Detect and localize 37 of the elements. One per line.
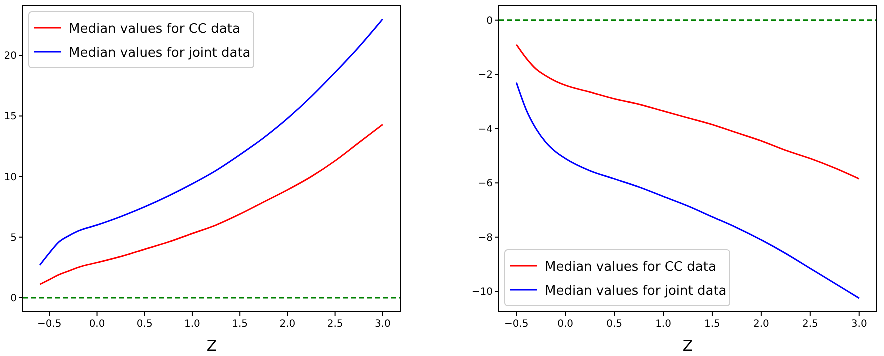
y-tick-label: −10 [472, 287, 493, 298]
y-tick-label: −2 [478, 70, 493, 82]
line-series [39, 18, 384, 266]
legend-label: Median values for CC data [545, 260, 716, 275]
x-tick-label: 0.0 [89, 319, 106, 330]
y-tick-label: 5 [10, 232, 17, 244]
x-tick-label: 1.5 [704, 319, 720, 330]
x-tick-label: 0.5 [606, 319, 623, 330]
line-series [516, 82, 860, 300]
line-series [39, 124, 384, 286]
x-tick-label: 2.0 [280, 319, 296, 330]
x-axis-title: Z [682, 337, 694, 355]
legend-label: Median values for joint data [69, 46, 251, 61]
y-tick-label: 10 [4, 172, 17, 184]
x-tick-label: −0.5 [504, 319, 529, 330]
y-tick-label: −6 [478, 178, 493, 190]
legend-label: Median values for CC data [69, 22, 240, 37]
line-series [516, 44, 860, 180]
x-tick-label: 2.0 [753, 319, 770, 330]
x-tick-label: 2.5 [802, 319, 818, 330]
x-tick-label: 3.0 [851, 319, 868, 330]
x-tick-label: −0.5 [38, 319, 62, 330]
x-tick-label: 2.5 [327, 319, 344, 330]
x-tick-label: 1.0 [184, 319, 200, 330]
x-tick-label: 1.5 [232, 319, 248, 330]
y-tick-label: 20 [4, 51, 17, 62]
y-tick-label: 15 [4, 112, 17, 123]
y-tick-label: 0 [486, 16, 493, 27]
y-tick-label: 0 [10, 293, 17, 304]
legend-label: Median values for joint data [545, 284, 727, 299]
y-tick-label: −8 [478, 232, 493, 244]
y-tick-label: −4 [478, 124, 493, 136]
x-tick-label: 3.0 [374, 319, 391, 330]
x-tick-label: 1.0 [656, 319, 672, 330]
x-tick-label: 0.5 [136, 319, 153, 330]
x-axis-title: Z [206, 337, 218, 355]
x-tick-label: 0.0 [558, 319, 574, 330]
